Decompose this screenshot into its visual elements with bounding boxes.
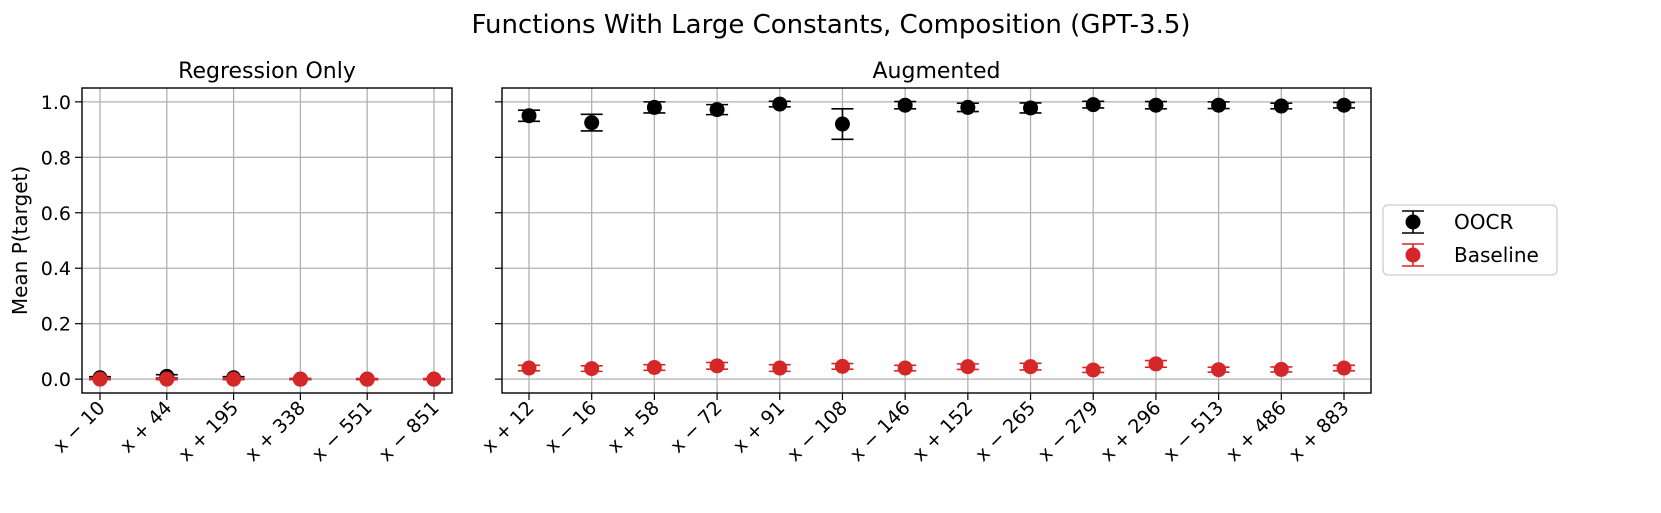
panel-regression-only: 0.0 0.2 0.4 0.6 0.8 1.0 Mean P(target) Regressi… [8, 59, 453, 466]
x-tick-label: x + 44 [116, 397, 176, 457]
legend-label: Baseline [1454, 243, 1539, 267]
oocr-point [834, 116, 850, 132]
x-tick-label: x + 338 [241, 397, 310, 466]
x-tick-label: x − 10 [49, 397, 109, 457]
x-tick-label: x − 513 [1159, 397, 1228, 466]
oocr-point [897, 97, 913, 113]
x-tick-label: x − 72 [666, 397, 726, 457]
oocr-point [521, 108, 537, 124]
x-tick-label: x − 551 [308, 397, 377, 466]
panel-title: Regression Only [178, 59, 356, 84]
baseline-point [1336, 360, 1352, 376]
panel-title: Augmented [873, 59, 1001, 84]
baseline-point [292, 371, 308, 387]
baseline-point [359, 371, 375, 387]
legend-box [1382, 204, 1558, 276]
baseline-point [426, 371, 442, 387]
axes-frame [81, 87, 453, 394]
x-tick-label: x + 58 [604, 397, 664, 457]
legend: OOCR Baseline [1382, 204, 1558, 276]
oocr-point [772, 96, 788, 112]
figure-title: Functions With Large Constants, Composit… [471, 10, 1190, 40]
y-tick-label: 1.0 [41, 92, 71, 114]
x-tick-label: x − 851 [375, 397, 444, 466]
x-tick-label: x + 195 [174, 397, 243, 466]
oocr-point [1273, 98, 1289, 114]
oocr-point [1211, 97, 1227, 113]
oocr-point [584, 115, 600, 131]
legend-marker [1405, 214, 1421, 230]
x-tick-label: x + 296 [1097, 397, 1166, 466]
baseline-point [92, 371, 108, 387]
y-tick-label: 0.2 [41, 314, 71, 336]
oocr-point [960, 99, 976, 115]
legend-label: OOCR [1454, 210, 1513, 234]
x-tick-label: x − 265 [971, 397, 1040, 466]
x-tick-label: x + 152 [908, 397, 977, 466]
x-tick-label: x + 486 [1222, 397, 1291, 466]
x-tick-label: x + 883 [1285, 397, 1354, 466]
y-tick-label: 0.4 [41, 258, 71, 280]
x-tick-label: x − 16 [541, 397, 601, 457]
baseline-point [1211, 362, 1227, 378]
oocr-point [1148, 97, 1164, 113]
baseline-point [1085, 362, 1101, 378]
y-tick-label: 0.0 [41, 369, 71, 391]
axes-frame [501, 87, 1372, 394]
baseline-point [226, 371, 242, 387]
x-tick-label: x + 12 [478, 397, 538, 457]
baseline-point [709, 358, 725, 374]
baseline-point [960, 359, 976, 375]
legend-marker [1405, 247, 1421, 263]
x-tick-label: x + 91 [729, 397, 789, 457]
baseline-point [1273, 361, 1289, 377]
oocr-point [646, 99, 662, 115]
y-tick-label: 0.8 [41, 147, 71, 169]
x-tick-label: x − 279 [1034, 397, 1103, 466]
y-axis-label: Mean P(target) [8, 166, 32, 315]
baseline-point [1148, 356, 1164, 372]
baseline-point [521, 360, 537, 376]
x-tick-label: x − 108 [783, 397, 852, 466]
baseline-point [646, 359, 662, 375]
baseline-point [159, 371, 175, 387]
baseline-point [834, 358, 850, 374]
baseline-point [897, 360, 913, 376]
oocr-point [1336, 97, 1352, 113]
baseline-point [1023, 359, 1039, 375]
oocr-point [1085, 97, 1101, 113]
oocr-point [709, 102, 725, 118]
baseline-point [772, 360, 788, 376]
x-tick-label: x − 146 [846, 397, 915, 466]
y-tick-label: 0.6 [41, 203, 71, 225]
baseline-point [584, 361, 600, 377]
oocr-point [1023, 100, 1039, 116]
